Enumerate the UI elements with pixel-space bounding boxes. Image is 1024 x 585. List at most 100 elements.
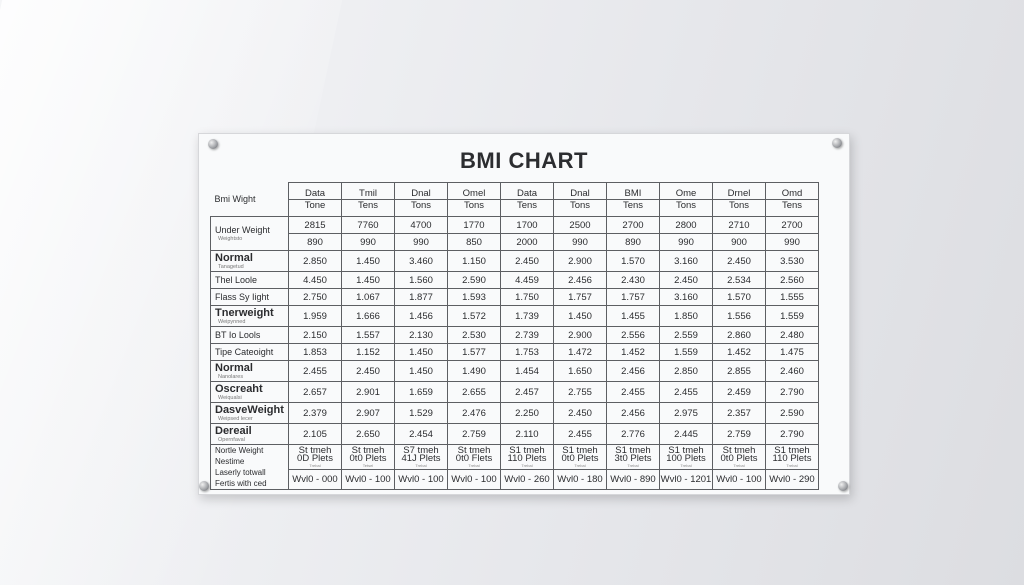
value-cell: 1.850 [659,305,713,327]
column-header: Drnel [712,182,766,200]
value-cell: 2.759 [712,423,766,445]
value-cell: 1.557 [341,326,395,344]
value-cell: 1.450 [341,250,395,272]
row-label-text: DasveWeight [215,403,284,416]
value-cell: 2.855 [712,360,766,382]
footer-bottom-cell: Wvl0 - 100 [341,469,395,490]
column-subheader: Tons [659,199,713,217]
value-cell: 1.650 [553,360,607,382]
footer-label: Nortle Weight Nestime Laserly totwall Ferti… [210,444,289,490]
value-cell: 1.853 [288,343,342,361]
column-subheader: Tone [288,199,342,217]
value-cell: 2700 [765,216,819,234]
row-label-sub: Weipynned [218,318,246,325]
value-cell: 1.753 [500,343,554,361]
table-row: Dereail Opernfaval 2.105 2.650 2.454 2.759 2.1… [210,423,819,445]
value-cell: 2.850 [659,360,713,382]
footer-small: Tetsel [362,462,374,468]
footer-bottom-cell: Wvl0 - 100 [447,469,501,490]
value-cell: 1.750 [500,288,554,306]
column-header: Data [288,182,342,200]
footer-cell: S7 tmeh 41J Plets Trebal [394,443,448,471]
value-cell: 1.739 [500,305,554,327]
footer-line: St tmeh [457,444,491,456]
row-label-text: BT Io Lools [215,329,261,340]
footer-cell: St tmeh 0t0 Flets Trebal [447,443,501,471]
value-cell: 990 [341,233,395,251]
value-cell: 1.452 [712,343,766,361]
value-cell: 4700 [394,216,448,234]
value-cell: 2500 [553,216,607,234]
row-label-sub: Tanagetud [218,263,244,270]
table-row: BT Io Lools 2.150 1.557 2.130 2.530 2.739 2.90… [210,326,819,344]
column-subheader: Tens [341,199,395,217]
footer-line: 3t0 Plets [614,452,652,464]
column-subheader: Tons [712,199,766,217]
footer-line: St tmeh [351,444,385,456]
row-label-text: Thel Loole [215,274,258,285]
footer-line: 110 Plets [507,452,547,464]
value-cell: 2.460 [765,360,819,382]
table-row: Normal Tanagetud 2.850 1.450 3.460 1.150 2.450… [210,250,819,272]
value-cell: 2.430 [606,271,660,289]
footer-bottom-cell: Wvl0 - 180 [553,469,607,490]
value-cell: 2.457 [500,381,554,403]
value-cell: 2.250 [500,402,554,424]
value-cell: 1.959 [288,305,342,327]
pin-icon [199,481,209,491]
value-cell: 1.490 [447,360,501,382]
value-cell: 1.067 [341,288,395,306]
column-header: BMI [606,182,660,200]
row-label: Tipe Cateoight [210,343,289,361]
footer-cell: S1 tmeh 3t0 Plets Trebal [606,443,660,471]
footer-label-line: Laserly totwall [215,468,266,477]
value-cell: 7760 [341,216,395,234]
header-row: Tone Tens Tons Tons Tens Tons Tens Tons Tons Tens [211,199,819,217]
value-cell: 1.455 [606,305,660,327]
footer-bottom-cell: Wvl0 - 100 [712,469,766,490]
column-header: Omd [765,182,819,200]
footer-line: S1 tmeh [668,444,704,456]
value-cell: 2.900 [553,326,607,344]
value-cell: 1.877 [394,288,448,306]
row-label-text: Flass Sy Iight [215,291,270,302]
value-cell: 2.590 [765,402,819,424]
row-label-text: Tipe Cateoight [215,346,274,357]
value-cell: 1.450 [394,360,448,382]
value-cell: 1.559 [765,305,819,327]
row-label: Normal Tanagetud [210,250,289,272]
table-row: 890 990 990 850 2000 990 890 990 900 990 [211,233,819,251]
footer-line: S1 tmeh [615,444,651,456]
value-cell: 850 [447,233,501,251]
value-cell: 2.455 [553,423,607,445]
column-header: Dnal [553,182,607,200]
value-cell: 1.559 [659,343,713,361]
value-cell: 3.530 [765,250,819,272]
value-cell: 2.379 [288,402,342,424]
footer-line: St tmeh [298,444,332,456]
value-cell: 2.456 [606,402,660,424]
value-cell: 2.739 [500,326,554,344]
value-cell: 1.757 [606,288,660,306]
value-cell: 2.450 [659,271,713,289]
footer-cell: S1 tmeh 0t0 Plets Trebal [553,443,607,471]
row-label: Flass Sy Iight [210,288,289,306]
value-cell: 3.160 [659,288,713,306]
value-cell: 1.152 [341,343,395,361]
value-cell: 990 [765,233,819,251]
value-cell: 2.776 [606,423,660,445]
footer-small: Trebal [786,462,798,468]
value-cell: 2.860 [712,326,766,344]
value-cell: 1.659 [394,381,448,403]
row-label: BT Io Lools [210,326,289,344]
table-row: Flass Sy Iight 2.750 1.067 1.877 1.593 1.750 1… [210,288,819,306]
value-cell: 2.901 [341,381,395,403]
value-cell: 2.657 [288,381,342,403]
row-label: Oscreaht Weiqualsi [210,381,289,403]
table-row: Tnerweight Weipynned 1.959 1.666 1.456 1.572 1… [210,305,819,327]
footer-line: S1 tmeh [509,444,545,456]
value-cell: 2.534 [712,271,766,289]
row-label-text: Tnerweight [215,306,274,319]
value-cell: 890 [288,233,342,251]
value-cell: 2.650 [341,423,395,445]
